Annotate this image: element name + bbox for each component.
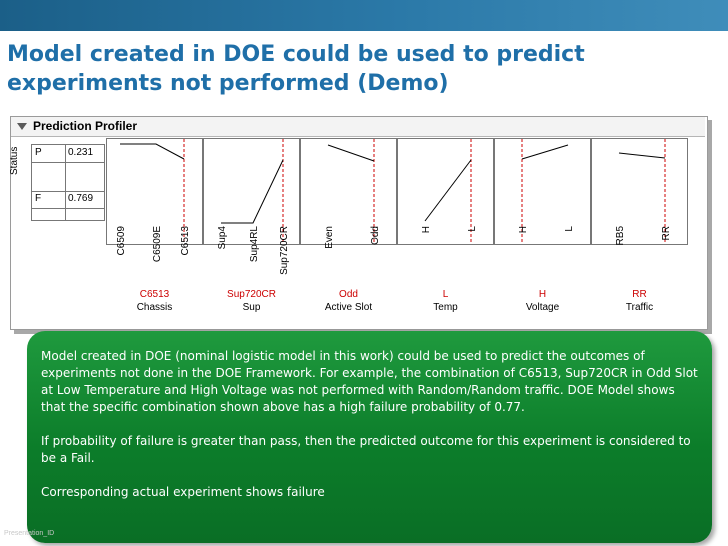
- factor-label: L Temp: [397, 289, 494, 313]
- factor-level-label: RB5: [615, 226, 626, 246]
- factor-level-label: H: [518, 226, 529, 233]
- factor-current-value[interactable]: C6513: [139, 289, 170, 300]
- callout-paragraph: Model created in DOE (nominal logistic m…: [41, 349, 698, 414]
- prediction-profiler-panel: Prediction Profiler Status P 0.231 F 0.7…: [9, 116, 708, 330]
- status-row-f: F 0.769: [32, 191, 104, 208]
- prediction-trace: [327, 144, 375, 162]
- prediction-trace: [221, 159, 284, 224]
- disclosure-triangle-icon[interactable]: [17, 123, 27, 130]
- factor-level-label: Odd: [370, 226, 381, 245]
- factor-level-labels: C6509 C6509E C6513 Sup4 Sup4RL Sup720CR Even Od…: [116, 226, 672, 275]
- prediction-trace: [521, 144, 569, 160]
- status-table: P 0.231 F 0.769: [31, 144, 105, 221]
- factor-panel: [591, 138, 688, 245]
- factor-label: Odd Active Slot: [300, 289, 397, 313]
- prediction-trace: [120, 143, 185, 160]
- profiler-traces: [106, 138, 688, 245]
- factor-name: Traffic: [625, 302, 654, 313]
- factor-current-value[interactable]: RR: [632, 289, 647, 300]
- status-table-line: [32, 208, 104, 209]
- factor-level-label: C6513: [180, 226, 191, 256]
- factor-label: RR Traffic: [591, 289, 688, 313]
- callout-paragraph: Corresponding actual experiment shows fa…: [41, 485, 325, 499]
- factor-name: Chassis: [136, 302, 173, 313]
- status-row-value: 0.769: [68, 193, 94, 204]
- status-row-value: 0.231: [68, 147, 94, 158]
- factor-panel: [397, 138, 494, 245]
- status-table-line: [32, 162, 104, 163]
- status-row-p: P 0.231: [32, 145, 104, 162]
- factor-current-value[interactable]: L: [442, 289, 449, 300]
- slide-title: Model created in DOE could be used to pr…: [7, 42, 585, 96]
- status-table-line: [32, 191, 104, 192]
- header-bar: [0, 0, 728, 31]
- prediction-trace: [618, 152, 666, 159]
- factor-panel: [300, 138, 397, 245]
- factor-level-label: RR: [661, 226, 672, 240]
- factor-level-label: Even: [324, 226, 335, 249]
- factor-current-value[interactable]: Sup720CR: [227, 289, 276, 300]
- factor-current-value[interactable]: Odd: [339, 289, 358, 300]
- factor-level-label: L: [467, 226, 478, 232]
- factor-name: Voltage: [525, 302, 560, 313]
- status-axis-label: Status: [9, 146, 20, 175]
- factor-name: Temp: [433, 302, 458, 313]
- factor-level-label: C6509E: [152, 226, 163, 262]
- callout-paragraph: If probability of failure is greater tha…: [41, 434, 691, 465]
- status-row-label: P: [35, 147, 42, 158]
- factor-level-label: C6509: [116, 226, 127, 256]
- profiler-title: Prediction Profiler: [33, 119, 138, 133]
- callout-text: Model created in DOE (nominal logistic m…: [41, 348, 701, 518]
- prediction-trace: [424, 159, 472, 222]
- factor-panel: [106, 138, 203, 245]
- factor-name: Active Slot: [324, 302, 373, 313]
- slide-footer: Presentation_ID: [4, 530, 55, 537]
- factor-level-label: Sup4RL: [249, 226, 260, 263]
- explanation-callout: Model created in DOE (nominal logistic m…: [27, 331, 712, 543]
- factor-panel: [494, 138, 591, 245]
- factor-level-label: L: [564, 226, 575, 232]
- profiler-header[interactable]: Prediction Profiler: [11, 117, 705, 137]
- factor-level-label: Sup4: [217, 226, 228, 250]
- factor-name: Sup: [242, 302, 261, 313]
- status-table-divider: [65, 145, 66, 220]
- factor-level-label: Sup720CR: [279, 226, 290, 275]
- factor-label: Sup720CR Sup: [203, 289, 300, 313]
- factor-label: H Voltage: [494, 289, 591, 313]
- status-row-label: F: [35, 193, 42, 204]
- factor-label: C6513 Chassis: [106, 289, 203, 313]
- factor-level-label: H: [421, 226, 432, 233]
- factor-current-value[interactable]: H: [538, 289, 547, 300]
